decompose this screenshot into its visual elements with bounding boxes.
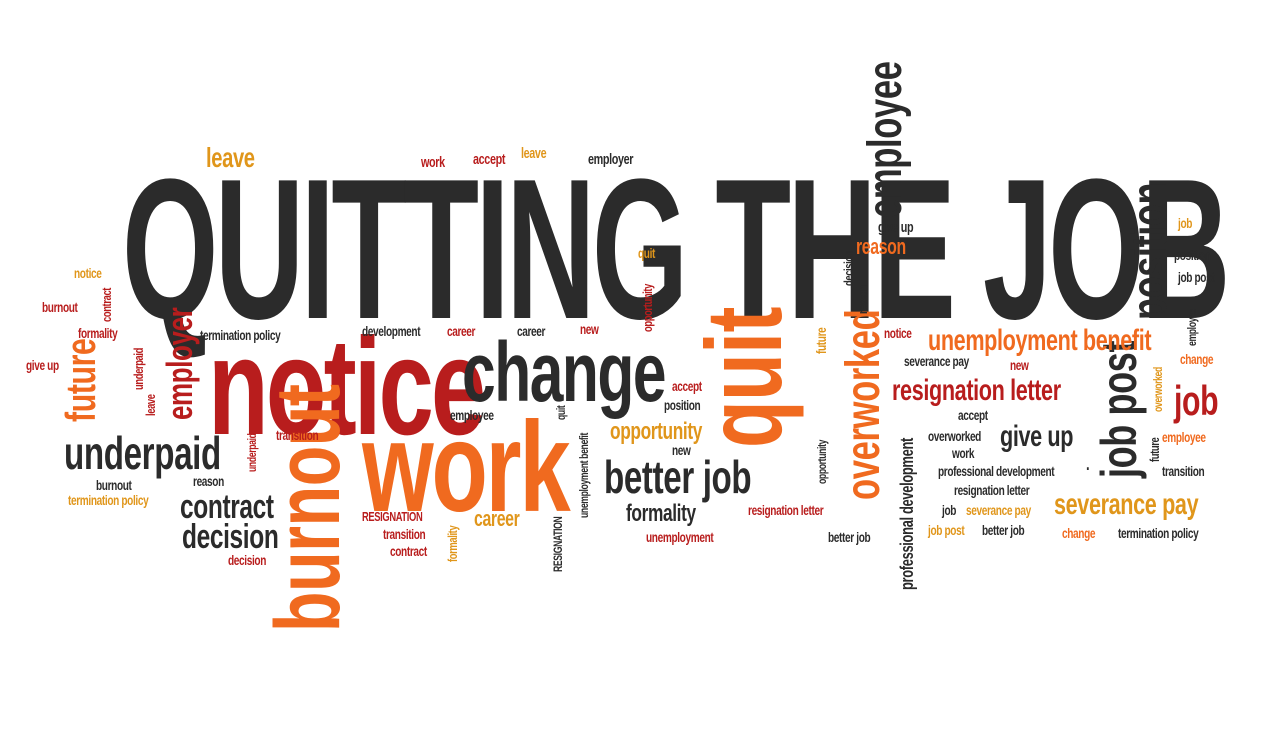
word-accept-small: accept — [672, 378, 702, 394]
word-quit-small: quit — [638, 245, 656, 261]
word-notice-small: notice — [74, 265, 102, 281]
word-contract-v: contract — [99, 287, 114, 322]
word-give-up-left: give up — [26, 357, 59, 373]
word-resignation-caps-v: RESIGNATION — [551, 516, 565, 572]
word-employer-small: employer — [588, 151, 634, 168]
word-opportunity-v: opportunity — [640, 283, 655, 332]
word-development: development — [362, 323, 421, 339]
word-career-small2: career — [517, 323, 546, 339]
word-career: career — [474, 506, 520, 531]
word-termination-policy2: termination policy — [68, 492, 149, 508]
word-formality-v: formality — [445, 525, 460, 562]
word-position-right: position — [1174, 247, 1211, 263]
word-give-up: give up — [1000, 420, 1074, 453]
word-decision-v: decision — [841, 250, 856, 286]
word-leave-small: leave — [521, 145, 547, 162]
word-job-right: job — [1178, 215, 1193, 231]
word-work-small: work — [421, 154, 445, 171]
word-accept-small2: accept — [958, 407, 988, 423]
word-change: change — [462, 325, 667, 419]
word-position-small: position — [664, 397, 701, 413]
word-burnout-left: burnout — [96, 477, 132, 493]
word-reason-v: reason — [855, 285, 870, 314]
word-employer: employer — [159, 307, 200, 420]
word-unemployment-benefit: unemployment benefit — [928, 324, 1152, 357]
word-new-small3: new — [1010, 357, 1029, 373]
word-better-job: better job — [604, 451, 752, 503]
word-leave: leave — [206, 142, 255, 173]
word-dot: · — [1086, 459, 1090, 479]
word-employee-v: employee — [1185, 309, 1199, 346]
word-decision-small: decision — [228, 552, 267, 568]
word-change-right: change — [1180, 351, 1214, 367]
word-transition-right: transition — [1162, 463, 1205, 479]
word-severance-pay: severance pay — [1054, 488, 1199, 521]
word-burnout-small: burnout — [42, 299, 78, 315]
word-job: job — [1174, 377, 1219, 424]
word-leave-v: leave — [143, 394, 158, 416]
word-quit-v: quit — [554, 405, 568, 420]
word-new-small: new — [580, 321, 599, 337]
word-resignation-letter-small2: resignation letter — [954, 482, 1030, 498]
word-resignation-letter: resignation letter — [892, 374, 1061, 407]
word-better-job-small: better job — [828, 529, 871, 545]
word-contract-small: contract — [390, 543, 427, 559]
word-better-job-small2: better job — [982, 522, 1025, 538]
word-accept: accept — [473, 151, 506, 168]
word-contract: contract — [180, 488, 274, 526]
word-work: work — [362, 396, 571, 539]
word-underpaid: underpaid — [64, 427, 221, 479]
word-future-v: future — [813, 327, 829, 354]
word-unemployment-benefit-v: unemployment benefit — [577, 433, 591, 518]
word-employee: employee — [859, 61, 912, 218]
word-opportunity: opportunity — [610, 418, 703, 445]
word-overworked: overworked — [837, 309, 890, 500]
word-quit: quit — [683, 306, 804, 448]
word-future: future — [57, 338, 104, 422]
word-professional-development: professional development — [938, 463, 1055, 479]
word-formality-small: formality — [78, 325, 118, 341]
word-termination-policy: termination policy — [200, 327, 281, 343]
word-employee-right: employee — [1162, 429, 1206, 445]
word-employee-small: employee — [450, 407, 494, 423]
word-job-post: job post — [1091, 340, 1147, 478]
word-termination-policy3: termination policy — [1118, 525, 1199, 541]
word-change-small: change — [1062, 525, 1096, 541]
word-burnout: burnout — [257, 384, 359, 632]
title: QUITTING THE JOB — [122, 138, 1230, 361]
word-resignation-letter-small: resignation letter — [748, 502, 824, 518]
word-reason-small: reason — [193, 473, 224, 489]
word-notice: notice — [208, 310, 486, 464]
word-severance-pay-small2: severance pay — [966, 502, 1031, 518]
word-future-v2: future — [1147, 437, 1162, 462]
word-opportunity-v2: opportunity — [815, 439, 829, 484]
word-professional-development-v: professional development — [897, 438, 917, 590]
word-new-small2: new — [672, 442, 691, 458]
word-transition2: transition — [383, 526, 426, 542]
word-overworked-small: overworked — [928, 428, 981, 444]
word-transition: transition — [276, 427, 319, 443]
word-formality: formality — [626, 500, 696, 527]
word-give-up-small: give up — [878, 219, 914, 236]
word-career-small: career — [447, 323, 476, 339]
word-unemployment: unemployment — [646, 529, 714, 545]
word-underpaid-v2: underpaid — [245, 433, 259, 472]
word-severance-pay-small: severance pay — [904, 353, 969, 369]
word-reason: reason — [856, 234, 906, 259]
word-notice-small2: notice — [884, 325, 912, 341]
word-resignation-caps: RESIGNATION — [362, 509, 423, 524]
word-job-small: job — [942, 502, 957, 518]
word-underpaid-v: underpaid — [131, 347, 146, 390]
word-job-post-small: job post — [928, 522, 965, 538]
word-position: position — [1121, 182, 1177, 320]
word-overworked-v: overworked — [1151, 367, 1165, 412]
word-job-post-right: job post — [1178, 269, 1215, 285]
word-decision: decision — [182, 518, 279, 556]
word-work-small2: work — [952, 445, 975, 461]
